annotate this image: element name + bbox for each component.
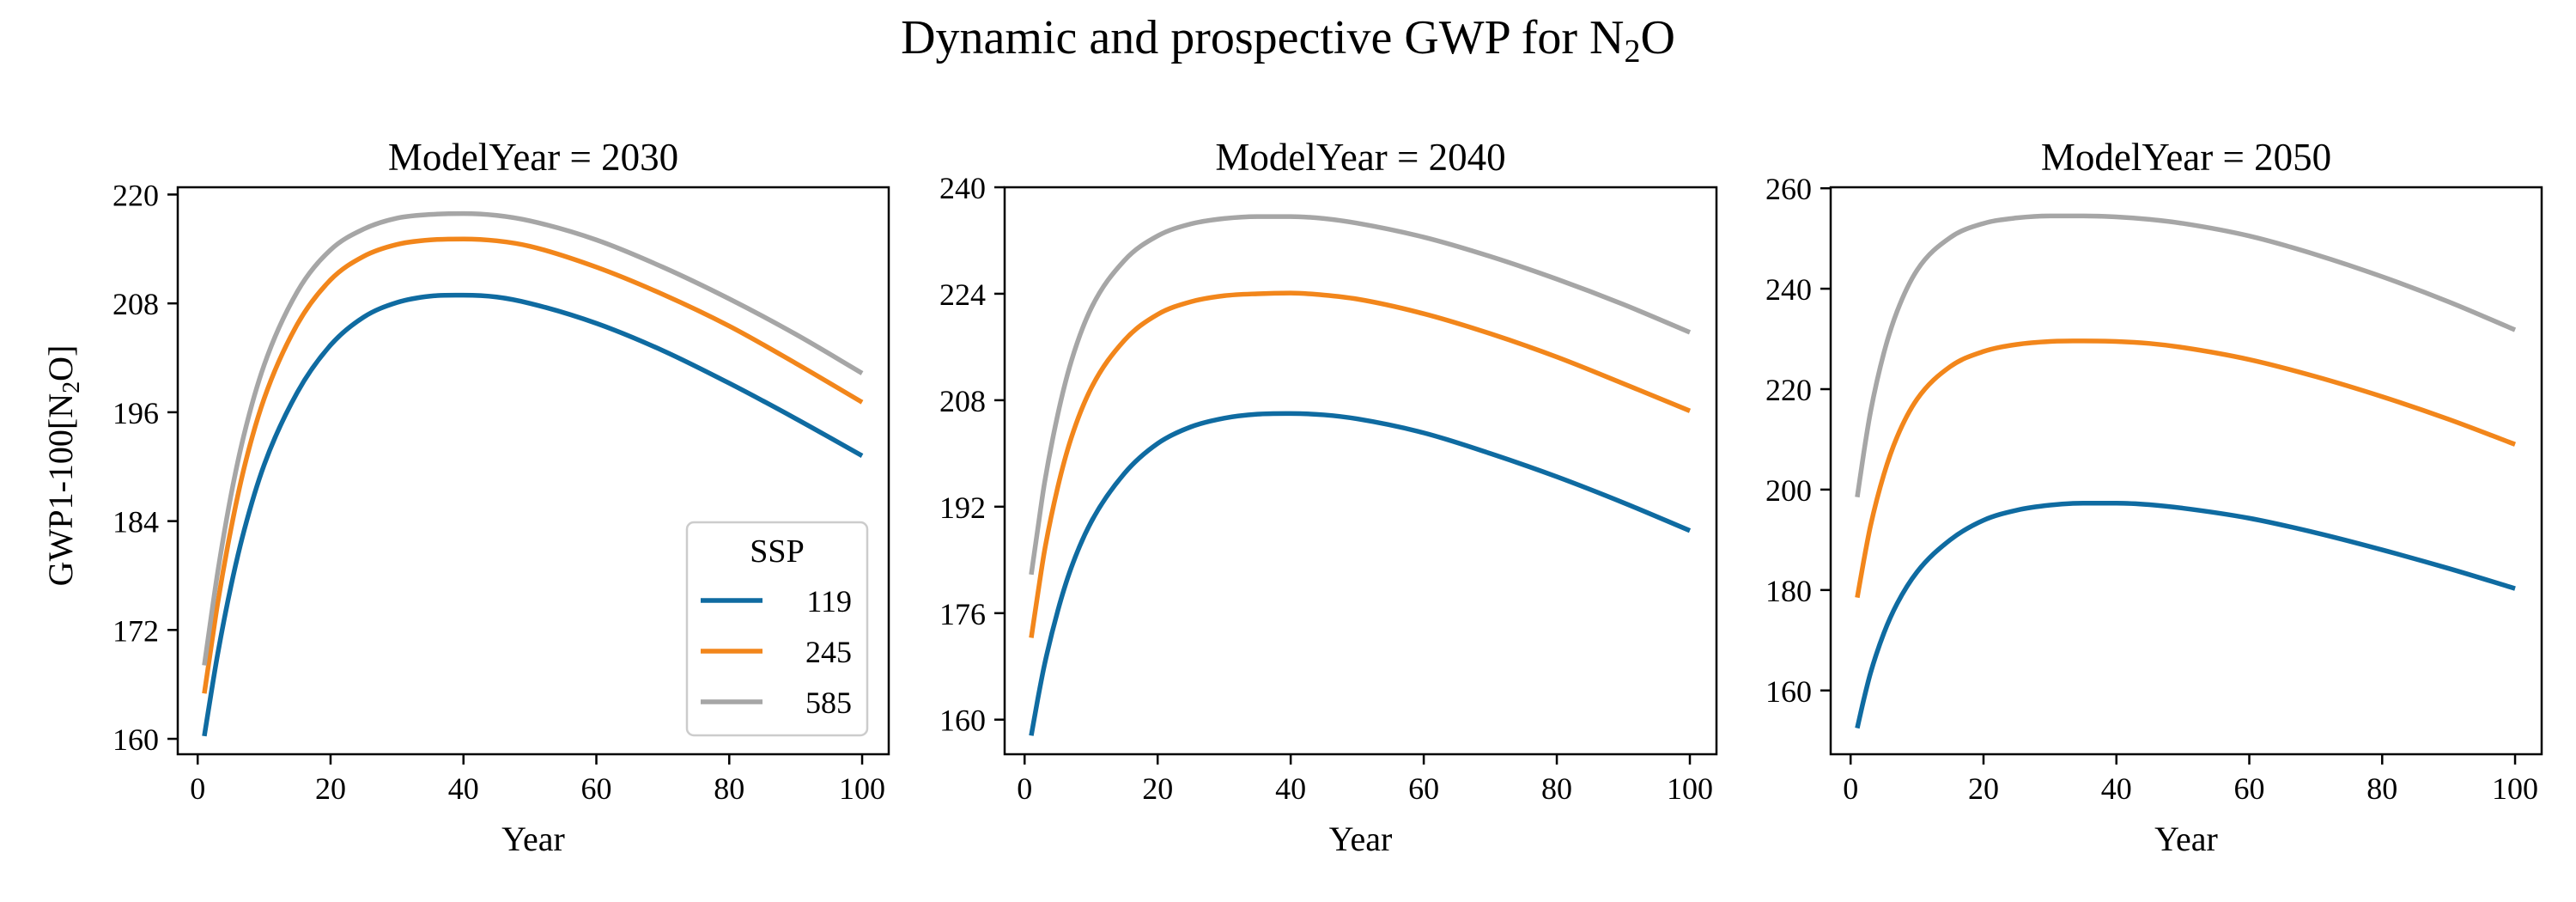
series-line-119 xyxy=(1029,411,1692,736)
y-tick-label: 180 xyxy=(1765,574,1812,608)
series-line-119 xyxy=(202,292,864,737)
plot-frame xyxy=(1003,186,1718,756)
plot-frame xyxy=(176,186,890,756)
y-tick-label: 208 xyxy=(939,384,986,418)
x-tick-label: 0 xyxy=(190,771,205,806)
figure-title: Dynamic and prospective GWP for N2O xyxy=(901,11,1675,70)
x-tick-label: 80 xyxy=(2366,771,2397,806)
plot-frame xyxy=(1829,186,2543,756)
panel-title: ModelYear = 2030 xyxy=(388,136,678,179)
x-axis-label: Year xyxy=(1329,820,1393,858)
legend-label-245: 245 xyxy=(805,635,852,669)
series-line-245 xyxy=(202,236,864,694)
x-tick-label: 20 xyxy=(315,771,346,806)
y-tick-label: 184 xyxy=(112,505,159,539)
y-tick-label: 172 xyxy=(112,613,159,648)
series-line-245 xyxy=(1855,338,2517,599)
series-line-245 xyxy=(1029,290,1692,638)
x-tick-label: 100 xyxy=(1667,771,1713,806)
y-tick-label: 160 xyxy=(939,704,986,738)
x-tick-label: 60 xyxy=(581,771,612,806)
panel-modelyear-2050: ModelYear = 2050 0 20 40 60 80 100 160 180 200 220… xyxy=(1765,136,2543,858)
y-tick-label: 160 xyxy=(1765,674,1812,709)
x-tick-label: 80 xyxy=(1541,771,1572,806)
x-tick-label: 0 xyxy=(1843,771,1858,806)
x-tick-label: 80 xyxy=(714,771,744,806)
x-axis-label: Year xyxy=(501,820,565,858)
series-group xyxy=(1855,213,2517,729)
series-group xyxy=(202,210,864,737)
legend-title: SSP xyxy=(750,533,804,570)
panel-modelyear-2030: ModelYear = 2030 0 20 40 60 80 100 160 172 184 196… xyxy=(112,136,890,858)
y-tick-label: 220 xyxy=(112,178,159,212)
y-tick-label: 192 xyxy=(939,491,986,525)
series-line-585 xyxy=(1029,214,1692,576)
x-tick-label: 20 xyxy=(1142,771,1173,806)
x-tick-label: 0 xyxy=(1017,771,1032,806)
y-tick-label: 160 xyxy=(112,722,159,757)
y-tick-label: 224 xyxy=(939,277,986,312)
legend-label-119: 119 xyxy=(806,584,852,619)
legend: SSP 119 245 585 xyxy=(685,521,869,737)
y-tick-label: 240 xyxy=(1765,272,1812,307)
panel-title: ModelYear = 2050 xyxy=(2041,136,2331,179)
x-tick-label: 100 xyxy=(839,771,885,806)
y-tick-label: 200 xyxy=(1765,473,1812,508)
x-tick-label: 60 xyxy=(1408,771,1439,806)
x-tick-label: 40 xyxy=(448,771,479,806)
x-tick-label: 20 xyxy=(1968,771,1999,806)
x-axis-label: Year xyxy=(2154,820,2218,858)
x-tick-label: 40 xyxy=(1275,771,1306,806)
series-line-585 xyxy=(202,210,864,666)
y-tick-label: 208 xyxy=(112,287,159,321)
x-tick-label: 60 xyxy=(2234,771,2265,806)
panel-title: ModelYear = 2040 xyxy=(1215,136,1505,179)
panel-modelyear-2040: ModelYear = 2040 0 20 40 60 80 100 160 176 192 208… xyxy=(939,136,1718,858)
legend-label-585: 585 xyxy=(805,686,852,720)
y-tick-label: 176 xyxy=(939,597,986,631)
y-axis-label: GWP1-100[N2O] xyxy=(41,345,85,587)
y-tick-label: 196 xyxy=(112,396,159,430)
x-tick-label: 40 xyxy=(2101,771,2132,806)
series-line-585 xyxy=(1855,213,2517,498)
x-tick-label: 100 xyxy=(2492,771,2538,806)
y-tick-label: 240 xyxy=(939,171,986,205)
series-line-119 xyxy=(1855,500,2516,729)
y-tick-label: 260 xyxy=(1765,172,1812,206)
legend-frame xyxy=(685,521,869,737)
series-group xyxy=(1029,214,1692,736)
y-tick-label: 220 xyxy=(1765,373,1812,407)
